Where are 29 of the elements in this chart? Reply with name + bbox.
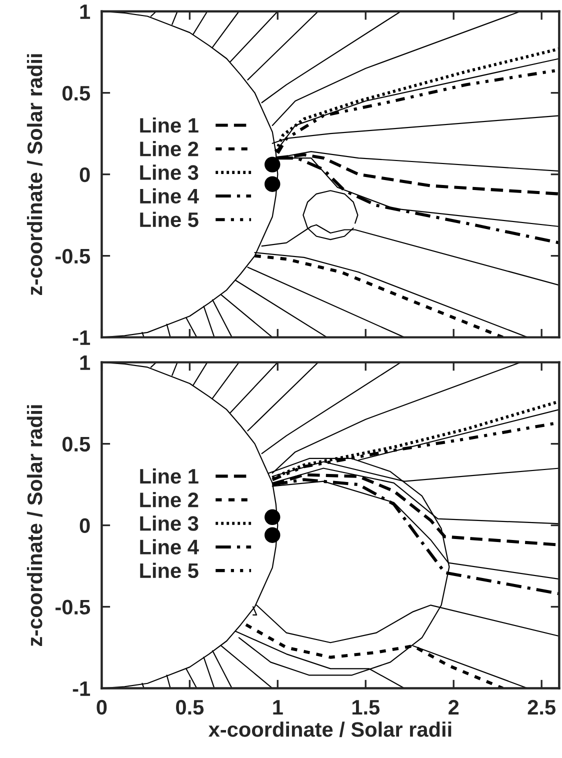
x-tick-label: 1.5 [352,700,380,715]
legend-label: Line 4 [140,539,199,554]
y-axis-title: z-coordinate / Solar radii [26,54,42,296]
legend-label: Line 3 [140,516,198,531]
y-tick-label: -1 [72,330,90,345]
y-tick-label: 1 [80,4,90,19]
legend-label: Line 5 [140,562,198,578]
legend-label: Line 2 [140,141,198,156]
y-tick-label: -1 [72,681,90,696]
x-tick-label: 0 [96,700,107,715]
y-tick-label: 0 [80,167,90,182]
legend-label: Line 4 [140,188,199,204]
y-tick-label: 1 [80,356,90,370]
x-axis-title: x-coordinate / Solar radii [208,722,452,738]
legend-label: Line 2 [140,492,198,508]
y-axis-title: z-coordinate / Solar radii [26,405,42,646]
y-tick-label: 0 [80,518,90,534]
legend-label: Line 1 [140,468,198,484]
legend-label: Line 5 [140,212,198,228]
x-tick-label: 1 [273,700,283,714]
x-tick-label: 2 [448,700,459,714]
legend-label: Line 1 [140,117,198,133]
y-tick-label: 0.5 [62,86,90,101]
x-tick-label: 0.5 [176,700,204,715]
legend-label: Line 3 [140,164,198,180]
y-tick-label: -0.5 [56,600,90,615]
y-tick-label: 0.5 [62,436,90,452]
x-tick-label: 2.5 [528,700,556,715]
y-tick-label: -0.5 [56,248,90,264]
